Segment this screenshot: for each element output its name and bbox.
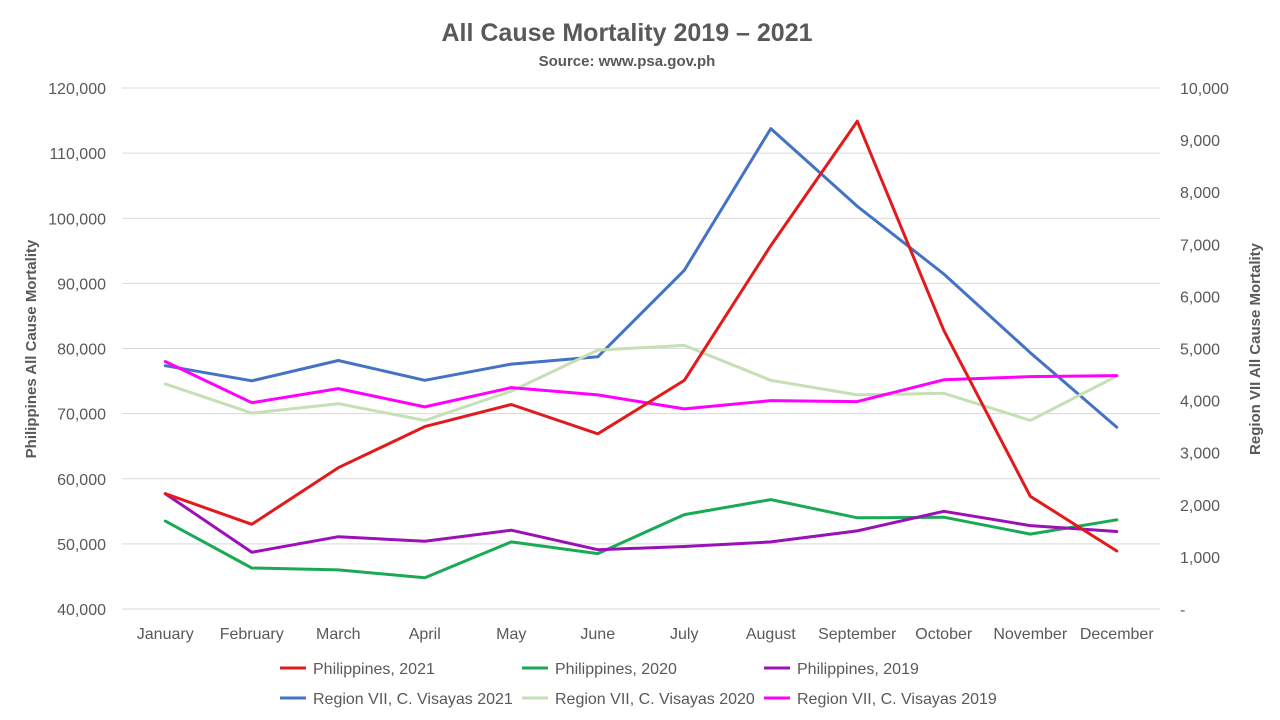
x-tick-label: May	[496, 626, 526, 643]
x-tick-label: February	[220, 626, 284, 643]
right-tick-label: 8,000	[1180, 185, 1220, 202]
left-tick-label: 120,000	[48, 81, 106, 98]
chart-title: All Cause Mortality 2019 – 2021	[441, 19, 812, 47]
legend-item: Region VII, C. Visayas 2020	[522, 691, 755, 708]
legend-label: Philippines, 2021	[313, 661, 435, 678]
right-axis-title: Region VII All Cause Mortality	[1247, 242, 1264, 455]
right-tick-label: 1,000	[1180, 550, 1220, 567]
legend-label: Region VII, C. Visayas 2020	[555, 691, 755, 708]
legend-item: Region VII, C. Visayas 2021	[280, 691, 513, 708]
legend-item: Region VII, C. Visayas 2019	[764, 691, 997, 708]
left-tick-label: 60,000	[57, 472, 106, 489]
x-tick-label: July	[670, 626, 698, 643]
left-tick-label: 90,000	[57, 276, 106, 293]
series-line-3	[163, 492, 1119, 554]
series-line-4	[163, 127, 1119, 429]
series-line-5	[163, 343, 1119, 422]
left-tick-label: 40,000	[57, 602, 106, 619]
left-y-axis: 40,000 50,000 60,000 70,000 80,000 90,000 100,…	[48, 81, 106, 619]
left-tick-label: 50,000	[57, 537, 106, 554]
x-axis: January February March April May June July Augu…	[137, 626, 1155, 643]
left-tick-label: 70,000	[57, 407, 106, 424]
legend-item: Philippines, 2021	[280, 661, 435, 678]
right-tick-label: -	[1180, 602, 1185, 619]
left-tick-label: 80,000	[57, 342, 106, 359]
x-tick-label: November	[993, 626, 1067, 643]
x-tick-label: August	[746, 626, 796, 643]
series-line-6	[163, 360, 1119, 411]
left-tick-label: 100,000	[48, 211, 106, 228]
x-tick-label: June	[580, 626, 615, 643]
x-tick-label: December	[1080, 626, 1154, 643]
series-line-1	[163, 119, 1119, 553]
right-tick-label: 3,000	[1180, 446, 1220, 463]
legend-label: Philippines, 2020	[555, 661, 677, 678]
x-tick-label: April	[409, 626, 441, 643]
series-lines	[163, 119, 1119, 580]
right-tick-label: 9,000	[1180, 133, 1220, 150]
right-tick-label: 5,000	[1180, 342, 1220, 359]
right-tick-label: 7,000	[1180, 237, 1220, 254]
legend-label: Region VII, C. Visayas 2019	[797, 691, 997, 708]
right-tick-label: 10,000	[1180, 81, 1229, 98]
x-tick-label: September	[818, 626, 897, 643]
right-tick-label: 4,000	[1180, 394, 1220, 411]
chart-subtitle: Source: www.psa.gov.ph	[539, 53, 716, 70]
x-tick-label: January	[137, 626, 194, 643]
legend-label: Philippines, 2019	[797, 661, 919, 678]
right-tick-label: 2,000	[1180, 498, 1220, 515]
series-line-2	[163, 498, 1119, 580]
x-tick-label: October	[915, 626, 973, 643]
x-tick-label: March	[316, 626, 360, 643]
right-tick-label: 6,000	[1180, 289, 1220, 306]
legend-item: Philippines, 2019	[764, 661, 919, 678]
legend-item: Philippines, 2020	[522, 661, 677, 678]
right-y-axis: - 1,000 2,000 3,000 4,000 5,000 6,000 7,000 8,00…	[1180, 81, 1229, 619]
left-tick-label: 110,000	[49, 146, 106, 163]
legend: Philippines, 2021 Philippines, 2020 Philip…	[280, 661, 997, 708]
left-axis-title: Philippines All Cause Mortality	[23, 239, 40, 458]
legend-label: Region VII, C. Visayas 2021	[313, 691, 513, 708]
